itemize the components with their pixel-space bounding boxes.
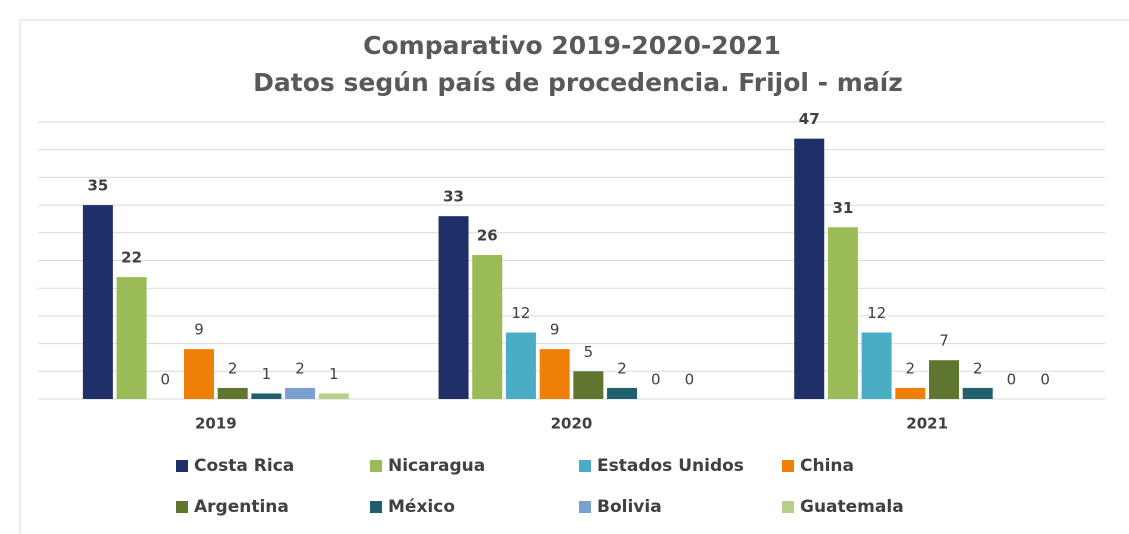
bar <box>607 387 638 399</box>
legend-swatch <box>579 501 591 513</box>
bar <box>116 277 147 399</box>
legend-swatch <box>370 460 382 472</box>
legend-label: Bolivia <box>597 497 662 517</box>
bar <box>438 216 469 399</box>
bar <box>251 393 282 399</box>
data-label: 2 <box>906 359 916 377</box>
legend-label: Costa Rica <box>194 456 294 476</box>
data-label: 0 <box>651 371 661 389</box>
legend-swatch <box>782 460 794 472</box>
bar <box>895 387 926 399</box>
bar <box>82 205 113 399</box>
bar <box>505 332 536 399</box>
bar <box>827 227 858 399</box>
bar <box>794 138 825 399</box>
chart-title: Comparativo 2019-2020-2021 <box>363 31 781 60</box>
data-label: 9 <box>194 321 204 339</box>
data-label: 9 <box>550 321 560 339</box>
data-label: 26 <box>477 226 498 244</box>
x-tick-label: 2021 <box>906 415 948 433</box>
data-label: 35 <box>87 177 108 195</box>
data-label: 47 <box>799 110 820 128</box>
bar <box>962 387 993 399</box>
legend-swatch <box>176 501 188 513</box>
data-label: 33 <box>443 188 464 206</box>
bar <box>285 387 316 399</box>
legend-swatch <box>579 460 591 472</box>
chart-subtitle: Datos según país de procedencia. Frijol … <box>253 68 903 97</box>
bar <box>472 254 503 399</box>
legend-swatch <box>176 460 188 472</box>
x-tick-label: 2020 <box>551 415 593 433</box>
x-tick-label: 2019 <box>195 415 237 433</box>
data-label: 0 <box>1040 371 1050 389</box>
bar <box>217 387 248 399</box>
data-label: 2 <box>228 359 238 377</box>
legend-swatch <box>370 501 382 513</box>
legend-label: Argentina <box>194 497 289 517</box>
data-label: 5 <box>584 343 594 361</box>
bar <box>318 393 349 399</box>
data-label: 1 <box>262 365 272 383</box>
data-label: 12 <box>867 304 886 322</box>
data-label: 2 <box>617 359 627 377</box>
legend-label: Estados Unidos <box>597 456 744 476</box>
legend-label: China <box>800 456 854 476</box>
data-label: 31 <box>832 199 853 217</box>
legend-label: Nicaragua <box>388 456 485 476</box>
data-label: 2 <box>973 359 983 377</box>
data-label: 2 <box>295 359 305 377</box>
data-label: 0 <box>161 371 171 389</box>
data-label: 0 <box>1007 371 1017 389</box>
legend-swatch <box>782 501 794 513</box>
data-label: 0 <box>685 371 695 389</box>
data-label: 1 <box>329 365 339 383</box>
bar <box>539 349 570 399</box>
data-label: 7 <box>939 332 949 350</box>
bar <box>929 360 960 399</box>
bar <box>573 371 604 399</box>
data-label: 22 <box>121 249 142 267</box>
legend-label: México <box>388 497 455 517</box>
data-label: 12 <box>511 304 530 322</box>
bar <box>861 332 892 399</box>
legend-label: Guatemala <box>800 497 904 517</box>
bar <box>183 349 214 399</box>
